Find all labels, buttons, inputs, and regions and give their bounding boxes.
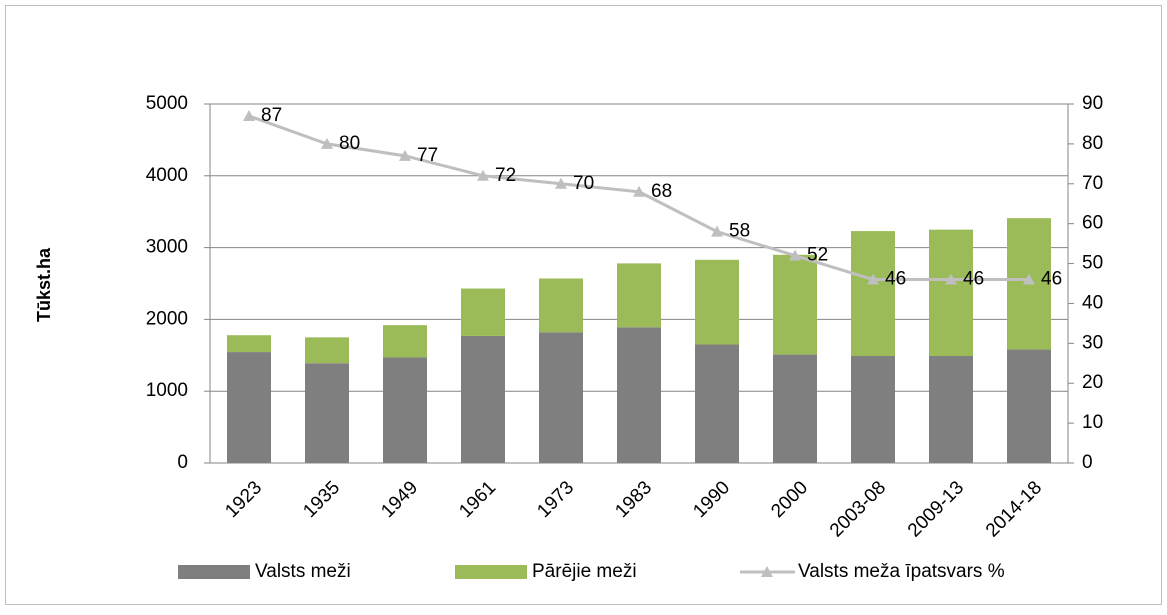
y-tick-label: 5000 [146,93,188,114]
y2-tick-label: 70 [1082,173,1103,194]
y-tick-label: 1000 [146,380,188,401]
data-label: 46 [963,269,984,290]
bar [539,278,583,333]
line-marker [477,169,489,181]
bar [773,254,817,355]
bar [617,263,661,328]
legend-swatch [455,565,527,579]
legend-marker [761,566,773,577]
bar [461,288,505,336]
y2-tick-label: 50 [1082,253,1103,274]
bar [1007,349,1051,463]
y-tick-label: 2000 [146,308,188,329]
y2-tick-label: 90 [1082,93,1103,114]
data-label: 80 [339,133,360,154]
line-marker [867,273,879,285]
legend-label: Valsts meži [255,561,351,582]
bar [383,325,427,358]
bar [695,344,739,463]
bar [227,352,271,463]
y-axis-label: Tūkst.ha [34,247,54,322]
data-label: 58 [729,221,750,242]
bar [539,332,583,463]
legend-label: Valsts meža īpatsvars % [798,561,1005,582]
line-marker [789,249,801,261]
y2-tick-label: 80 [1082,133,1103,154]
line-marker [633,185,645,197]
bar [851,356,895,463]
y-tick-label: 3000 [146,237,188,258]
y2-tick-label: 0 [1082,452,1093,473]
y2-tick-label: 40 [1082,292,1103,313]
data-label: 70 [573,173,594,194]
y2-tick-label: 30 [1082,332,1103,353]
bar [695,259,739,345]
y2-tick-label: 20 [1082,372,1103,393]
line-marker [321,137,333,149]
bar [773,354,817,463]
y2-tick-label: 60 [1082,213,1103,234]
bar [929,229,973,357]
bar [461,335,505,463]
y-tick-label: 0 [177,452,188,473]
data-label: 46 [1041,269,1062,290]
y2-tick-label: 10 [1082,412,1103,433]
data-label: 87 [261,105,282,126]
bar [227,335,271,353]
bar [617,327,661,463]
bar [929,356,973,463]
data-label: 52 [807,245,828,266]
line-marker [711,225,723,237]
data-label: 46 [885,269,906,290]
line-marker [399,149,411,161]
bar [851,231,895,357]
line-marker [1023,273,1035,285]
bar [305,337,349,364]
legend-label: Pārējie meži [532,561,637,582]
data-label: 72 [495,165,516,186]
data-label: 77 [417,145,438,166]
legend-swatch [178,565,250,579]
line-marker [243,109,255,121]
y-tick-label: 4000 [146,165,188,186]
line-marker [945,273,957,285]
line-marker [555,177,567,189]
data-label: 68 [651,181,672,202]
bar [305,363,349,463]
bar [383,357,427,463]
